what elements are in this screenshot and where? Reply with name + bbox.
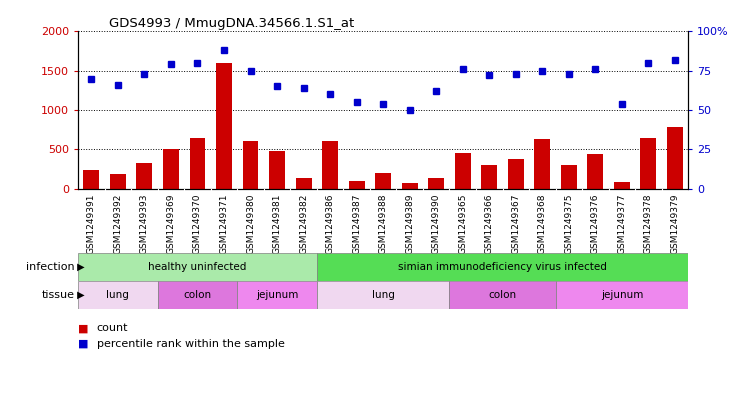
Bar [322,141,338,189]
Text: count: count [97,323,128,333]
Text: percentile rank within the sample: percentile rank within the sample [97,339,285,349]
Text: GSM1249391: GSM1249391 [87,194,96,254]
Bar [317,253,688,281]
Bar [243,141,258,189]
Bar [534,139,551,189]
Bar [561,165,577,189]
Bar [349,181,365,189]
Text: infection: infection [26,262,74,272]
Text: ▶: ▶ [74,290,85,300]
Text: GSM1249377: GSM1249377 [618,194,626,254]
Bar [295,178,312,189]
Text: jejunum: jejunum [600,290,643,300]
Text: GSM1249371: GSM1249371 [219,194,228,254]
Text: GSM1249393: GSM1249393 [140,194,149,254]
Bar [163,149,179,189]
Text: GSM1249379: GSM1249379 [670,194,679,254]
Text: GSM1249381: GSM1249381 [272,194,281,254]
Text: GSM1249380: GSM1249380 [246,194,255,254]
Text: GSM1249365: GSM1249365 [458,194,467,254]
Text: GSM1249387: GSM1249387 [352,194,361,254]
Text: jejunum: jejunum [256,290,298,300]
Text: colon: colon [489,290,516,300]
Bar [190,138,205,189]
Bar [216,63,232,189]
Bar [429,178,444,189]
Bar [641,138,656,189]
Text: simian immunodeficiency virus infected: simian immunodeficiency virus infected [398,262,607,272]
Text: tissue: tissue [42,290,74,300]
Text: GSM1249389: GSM1249389 [405,194,414,254]
Bar [158,281,237,309]
Bar [614,182,630,189]
Text: GSM1249368: GSM1249368 [538,194,547,254]
Bar [455,153,471,189]
Text: lung: lung [372,290,394,300]
Bar [110,174,126,189]
Text: lung: lung [106,290,129,300]
Text: GSM1249370: GSM1249370 [193,194,202,254]
Text: GSM1249367: GSM1249367 [511,194,520,254]
Bar [402,183,417,189]
Text: GSM1249375: GSM1249375 [565,194,574,254]
Bar [449,281,556,309]
Text: GSM1249378: GSM1249378 [644,194,653,254]
Text: GSM1249369: GSM1249369 [167,194,176,254]
Bar [556,281,688,309]
Bar [481,165,497,189]
Text: GSM1249366: GSM1249366 [485,194,494,254]
Bar [317,281,449,309]
Bar [237,281,317,309]
Text: ■: ■ [78,339,89,349]
Bar [375,173,391,189]
Text: GSM1249392: GSM1249392 [113,194,123,254]
Bar [83,170,100,189]
Bar [78,281,158,309]
Bar [136,163,153,189]
Text: colon: colon [184,290,211,300]
Bar [508,159,524,189]
Bar [269,151,285,189]
Text: GSM1249376: GSM1249376 [591,194,600,254]
Text: ▶: ▶ [74,262,85,272]
Text: GSM1249386: GSM1249386 [326,194,335,254]
Bar [588,154,603,189]
Bar [667,127,683,189]
Text: GDS4993 / MmugDNA.34566.1.S1_at: GDS4993 / MmugDNA.34566.1.S1_at [109,17,354,30]
Text: healthy uninfected: healthy uninfected [148,262,247,272]
Text: ■: ■ [78,323,89,333]
Text: GSM1249388: GSM1249388 [379,194,388,254]
Text: GSM1249382: GSM1249382 [299,194,308,254]
Text: GSM1249390: GSM1249390 [432,194,440,254]
Bar [78,253,317,281]
